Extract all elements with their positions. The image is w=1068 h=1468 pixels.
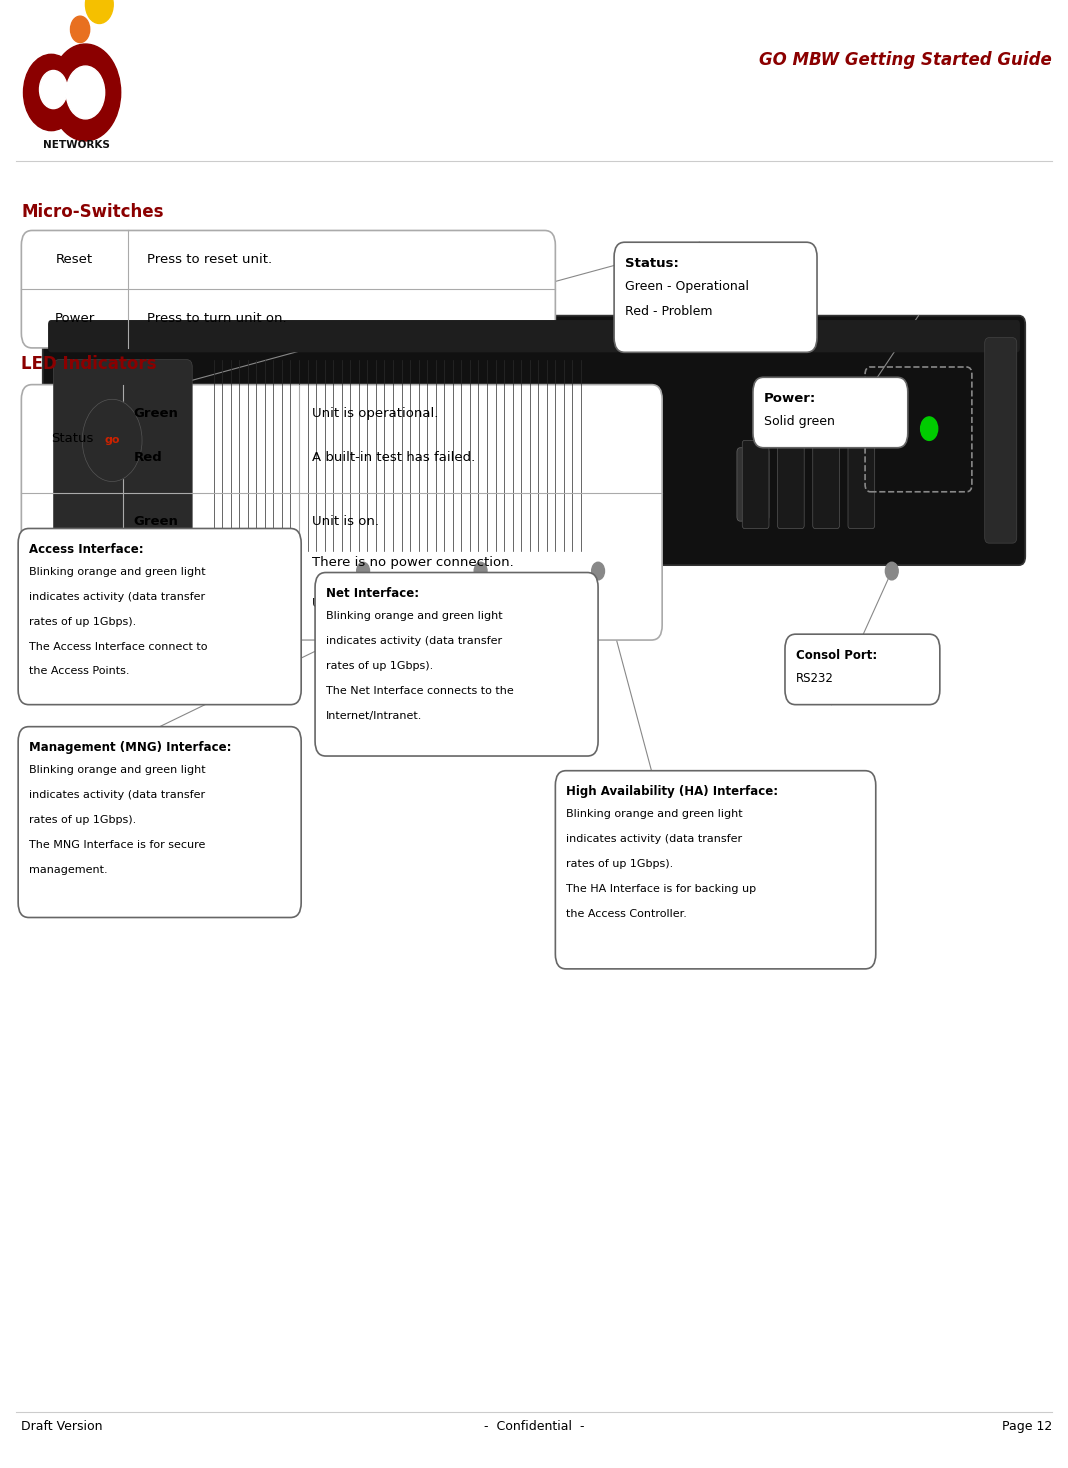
FancyBboxPatch shape (848, 440, 875, 528)
FancyBboxPatch shape (21, 230, 555, 348)
FancyBboxPatch shape (737, 448, 769, 521)
Circle shape (40, 70, 67, 109)
Text: indicates activity (data transfer: indicates activity (data transfer (326, 636, 502, 646)
Text: Power: Power (54, 313, 95, 324)
Text: rates of up 1Gbps).: rates of up 1Gbps). (326, 661, 433, 671)
FancyBboxPatch shape (614, 242, 817, 352)
Text: Blinking orange and green light: Blinking orange and green light (29, 765, 205, 775)
Text: Micro-Switches: Micro-Switches (21, 203, 163, 220)
Circle shape (474, 562, 487, 580)
Text: indicates activity (data transfer: indicates activity (data transfer (566, 834, 742, 844)
Text: rates of up 1Gbps).: rates of up 1Gbps). (566, 859, 673, 869)
Circle shape (921, 417, 938, 440)
FancyBboxPatch shape (753, 377, 908, 448)
Text: Red - Problem: Red - Problem (625, 305, 712, 319)
Circle shape (207, 562, 220, 580)
Text: Net Interface:: Net Interface: (326, 587, 419, 600)
Text: indicates activity (data transfer: indicates activity (data transfer (29, 592, 205, 602)
Text: the Access Points.: the Access Points. (29, 666, 129, 677)
Text: Press to turn unit on.: Press to turn unit on. (147, 313, 287, 324)
FancyBboxPatch shape (43, 316, 1025, 565)
FancyBboxPatch shape (48, 320, 1020, 352)
Text: Blinking orange and green light: Blinking orange and green light (566, 809, 742, 819)
FancyBboxPatch shape (985, 338, 1017, 543)
Text: Consol Port:: Consol Port: (796, 649, 877, 662)
Text: -  Confidential  -: - Confidential - (484, 1420, 584, 1433)
Text: Green: Green (134, 407, 178, 420)
Text: indicates activity (data transfer: indicates activity (data transfer (29, 790, 205, 800)
Text: Page 12: Page 12 (1002, 1420, 1052, 1433)
Text: Management (MNG) Interface:: Management (MNG) Interface: (29, 741, 232, 755)
Text: Draft Version: Draft Version (21, 1420, 103, 1433)
Circle shape (66, 66, 105, 119)
Circle shape (357, 562, 370, 580)
Text: the Access Controller.: the Access Controller. (566, 909, 687, 919)
Text: Unit is operational.: Unit is operational. (312, 407, 438, 420)
Text: High Availability (HA) Interface:: High Availability (HA) Interface: (566, 785, 779, 799)
Text: Red: Red (134, 451, 162, 464)
Text: LED Indicators: LED Indicators (21, 355, 157, 373)
FancyBboxPatch shape (813, 440, 839, 528)
Text: management.: management. (29, 865, 108, 875)
Text: There is no power connection.: There is no power connection. (312, 556, 514, 570)
Text: The HA Interface is for backing up: The HA Interface is for backing up (566, 884, 756, 894)
FancyBboxPatch shape (315, 573, 598, 756)
Text: rates of up 1Gbps).: rates of up 1Gbps). (29, 617, 136, 627)
Circle shape (82, 399, 142, 482)
Text: Press to reset unit.: Press to reset unit. (147, 254, 272, 266)
Text: NETWORKS: NETWORKS (43, 139, 110, 150)
Text: Blinking Green: Blinking Green (134, 597, 245, 611)
Text: The MNG Interface is for secure: The MNG Interface is for secure (29, 840, 205, 850)
Text: Green: Green (134, 515, 178, 528)
Text: RS232: RS232 (796, 672, 833, 686)
Text: Power:: Power: (764, 392, 816, 405)
FancyBboxPatch shape (18, 727, 301, 918)
Text: GO MBW Getting Started Guide: GO MBW Getting Started Guide (759, 51, 1052, 69)
Text: Unlit: Unlit (134, 556, 169, 570)
Circle shape (85, 0, 113, 23)
Text: Solid green: Solid green (764, 415, 834, 429)
Text: Reset: Reset (57, 254, 93, 266)
Circle shape (889, 417, 906, 440)
FancyBboxPatch shape (18, 528, 301, 705)
Circle shape (885, 562, 898, 580)
Circle shape (23, 54, 79, 131)
Text: Status: Status (51, 433, 93, 445)
FancyBboxPatch shape (742, 440, 769, 528)
FancyBboxPatch shape (785, 634, 940, 705)
FancyBboxPatch shape (21, 385, 662, 640)
Circle shape (70, 16, 90, 43)
FancyBboxPatch shape (53, 360, 192, 536)
Text: The Net Interface connects to the: The Net Interface connects to the (326, 686, 514, 696)
Text: The Access Interface connect to: The Access Interface connect to (29, 642, 207, 652)
FancyBboxPatch shape (778, 440, 804, 528)
Text: Unit is powering up.: Unit is powering up. (312, 597, 445, 611)
Text: Power On: Power On (41, 561, 104, 573)
Circle shape (50, 44, 121, 141)
Circle shape (592, 562, 604, 580)
Text: Internet/Intranet.: Internet/Intranet. (326, 711, 422, 721)
FancyBboxPatch shape (555, 771, 876, 969)
Text: Status:: Status: (625, 257, 678, 270)
Text: A built-in test has failed.: A built-in test has failed. (312, 451, 475, 464)
Text: Blinking orange and green light: Blinking orange and green light (326, 611, 502, 621)
Text: Access Interface:: Access Interface: (29, 543, 143, 556)
Text: rates of up 1Gbps).: rates of up 1Gbps). (29, 815, 136, 825)
Text: go: go (105, 436, 120, 445)
Text: Unit is on.: Unit is on. (312, 515, 379, 528)
Text: Blinking orange and green light: Blinking orange and green light (29, 567, 205, 577)
Text: Green - Operational: Green - Operational (625, 280, 749, 294)
